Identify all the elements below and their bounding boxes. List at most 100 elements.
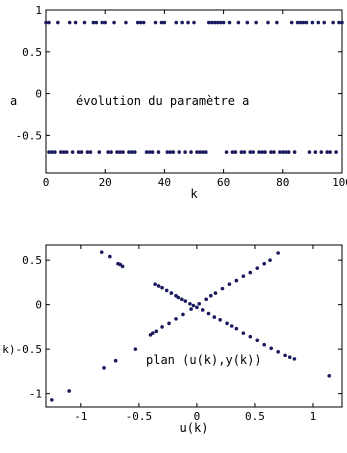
data-point: [153, 282, 157, 286]
data-point: [100, 20, 105, 25]
data-point: [269, 346, 273, 351]
data-point: [165, 150, 170, 154]
data-point: [276, 251, 280, 255]
plot1-x-axis: 0 20 40 60 80 100: [43, 10, 347, 189]
data-point: [174, 20, 179, 25]
y-tick-label: 0.5: [22, 254, 42, 267]
data-point: [251, 150, 255, 154]
data-point: [233, 150, 238, 154]
data-point: [109, 150, 113, 154]
data-point: [234, 278, 239, 283]
data-point: [316, 20, 321, 25]
data-point: [292, 357, 297, 361]
data-point: [248, 270, 253, 275]
data-point: [112, 20, 116, 25]
data-point: [64, 150, 69, 154]
data-point: [191, 303, 196, 308]
data-point: [47, 150, 51, 154]
data-point: [242, 150, 247, 154]
data-point: [328, 150, 332, 154]
data-point: [138, 20, 143, 25]
x-tick-label: 0: [194, 410, 201, 423]
data-point: [82, 20, 87, 25]
x-tick-label: 0: [43, 176, 50, 189]
data-point: [195, 305, 199, 310]
data-point: [162, 20, 167, 25]
x-tick-label: 60: [217, 176, 230, 189]
data-point: [245, 20, 250, 25]
data-point: [224, 150, 229, 154]
data-point: [248, 150, 253, 154]
plot1-series: [44, 20, 344, 154]
data-point: [59, 150, 63, 154]
data-point: [287, 355, 292, 359]
data-point: [212, 20, 217, 25]
data-point: [181, 312, 185, 317]
data-point: [177, 150, 181, 154]
data-point: [241, 331, 246, 335]
data-point: [230, 150, 235, 154]
data-point: [255, 338, 260, 343]
data-point: [209, 293, 213, 298]
data-point: [168, 150, 173, 154]
data-point: [218, 20, 223, 25]
data-point: [266, 20, 270, 25]
x-tick-label: 80: [276, 176, 289, 189]
plot1-annotation: évolution du paramètre a: [76, 94, 249, 108]
data-point: [198, 150, 202, 154]
data-point: [331, 20, 335, 25]
data-point: [176, 295, 181, 300]
plot2-x-axis: -1 -0.5 0 0.5 1: [74, 245, 316, 423]
data-point: [204, 150, 208, 154]
data-point: [340, 20, 344, 25]
data-point: [67, 389, 72, 393]
data-point: [257, 150, 261, 154]
data-point: [67, 20, 72, 25]
data-point: [295, 20, 300, 25]
data-point: [189, 307, 193, 311]
data-point: [103, 20, 107, 25]
plot2-frame: [45, 244, 343, 408]
x-tick-label: -1: [74, 410, 87, 423]
data-point: [156, 284, 161, 288]
data-point: [310, 20, 315, 25]
data-point: [327, 374, 332, 378]
plot-parameter-a: 0 20 40 60 80 100 1 0.5 0 -0.5 évolution du para…: [10, 4, 347, 201]
plot-phase-plane: -1 -0.5 0 0.5 1 0.5 0 y(k)-0.5 -1 plan (u(k),y(…: [0, 244, 343, 435]
data-point: [153, 20, 158, 25]
data-point: [50, 398, 54, 402]
data-point: [278, 150, 282, 154]
data-point: [183, 150, 187, 154]
x-tick-label: -0.5: [126, 410, 153, 423]
data-point: [156, 150, 161, 154]
data-point: [106, 150, 110, 154]
data-point: [144, 150, 149, 154]
data-point: [260, 150, 264, 154]
data-point: [160, 325, 164, 329]
data-point: [99, 250, 104, 254]
data-point: [254, 20, 258, 25]
data-point: [220, 286, 225, 291]
data-point: [183, 299, 188, 303]
data-point: [91, 20, 96, 25]
data-point: [221, 20, 226, 25]
data-point: [234, 326, 239, 331]
y-tick-label: 0: [35, 299, 42, 312]
data-point: [188, 301, 192, 306]
data-point: [189, 150, 193, 154]
x-tick-label: 0.5: [245, 410, 265, 423]
data-point: [195, 150, 199, 154]
data-point: [61, 150, 66, 154]
data-point: [227, 20, 232, 25]
data-point: [141, 20, 146, 25]
plot1-x-label: k: [190, 187, 198, 201]
data-point: [102, 366, 106, 370]
data-point: [133, 347, 138, 351]
data-point: [97, 150, 102, 154]
data-point: [85, 150, 90, 154]
data-point: [79, 150, 84, 154]
data-point: [269, 150, 273, 154]
plot2-series: [50, 250, 332, 402]
data-point: [108, 254, 112, 259]
data-point: [213, 291, 218, 295]
